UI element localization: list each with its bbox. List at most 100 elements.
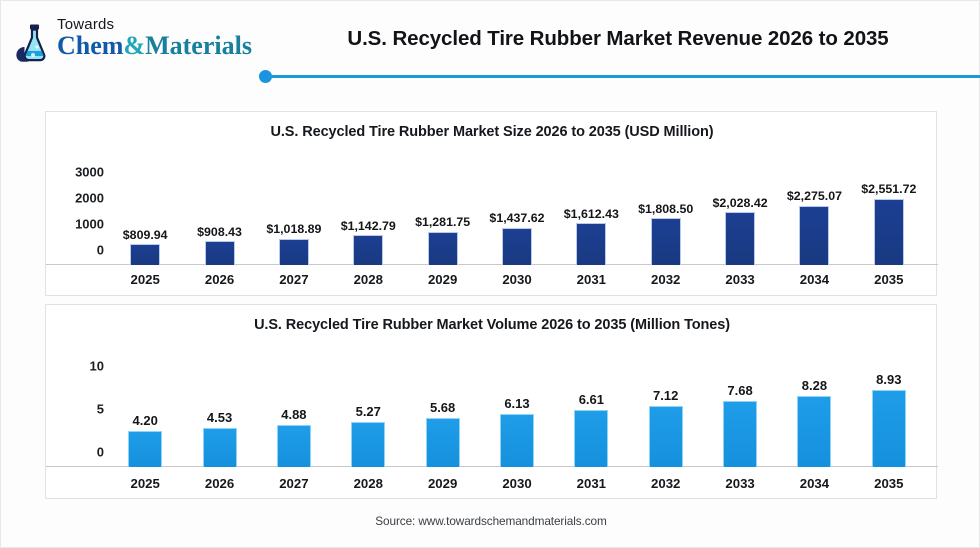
bar-value-label: 4.88 <box>281 407 307 423</box>
plot-area-volume: 0 5 10 4.20 2025 4.53 2026 4.88 2027 5.27 2028 5.6… <box>46 343 938 498</box>
bar-group[interactable]: 8.93 <box>852 343 926 498</box>
x-axis-line-volume <box>46 465 938 467</box>
chart-title-revenue: U.S. Recycled Tire Rubber Market Size 20… <box>270 124 714 140</box>
x-tick-label: 2029 <box>427 476 458 491</box>
x-tick-label: 2025 <box>130 272 160 287</box>
x-tick-label: 2034 <box>799 272 830 287</box>
bar-group[interactable]: $2,551.72 <box>852 148 926 293</box>
bar-value-label: 5.27 <box>355 403 381 419</box>
bar[interactable] <box>130 243 161 265</box>
bar-value-label: $1,437.62 <box>489 211 545 226</box>
y-tick-label: 5 <box>96 401 104 417</box>
x-tick-label: 2033 <box>725 272 755 287</box>
bar-group[interactable]: $1,612.43 <box>554 148 628 293</box>
bar[interactable] <box>499 414 534 467</box>
x-tick-label: 2031 <box>576 476 607 491</box>
bar[interactable] <box>501 227 532 265</box>
x-tick-label: 2035 <box>874 272 904 287</box>
bar-group[interactable]: $1,142.79 <box>331 148 405 293</box>
bar-group[interactable]: $809.94 <box>108 148 182 293</box>
bar[interactable] <box>576 223 607 265</box>
bar-value-label: 6.13 <box>504 396 530 412</box>
bar[interactable] <box>276 425 311 467</box>
bar[interactable] <box>799 205 830 265</box>
x-tick-label: 2035 <box>874 476 904 491</box>
y-tick-label: 3000 <box>75 164 104 180</box>
bar-value-label: 4.53 <box>206 410 233 426</box>
bar-value-label: 7.68 <box>727 382 753 398</box>
bar-group[interactable]: 6.61 <box>554 343 628 498</box>
bar-value-label: $1,018.89 <box>266 222 322 237</box>
bar[interactable] <box>351 421 386 467</box>
bar-group[interactable]: $2,275.07 <box>777 148 851 293</box>
bar[interactable] <box>797 395 832 467</box>
bar-value-label: 7.12 <box>653 387 679 403</box>
source-note: Source: www.towardschemandmaterials.com <box>375 514 607 528</box>
bar[interactable] <box>128 430 163 467</box>
bar[interactable] <box>353 235 384 265</box>
bar-value-label: 4.20 <box>132 412 158 428</box>
bar-value-label: 6.61 <box>578 392 604 408</box>
bar-group[interactable]: $1,018.89 <box>257 148 331 293</box>
bar[interactable] <box>873 198 904 265</box>
bar[interactable] <box>278 238 309 265</box>
bar[interactable] <box>425 418 460 467</box>
bar-value-label: $1,808.50 <box>638 201 694 216</box>
bar[interactable] <box>871 390 906 467</box>
bar-value-label: $2,028.42 <box>712 195 768 210</box>
bar-group[interactable]: 7.68 <box>703 343 777 498</box>
x-tick-label: 2025 <box>130 476 160 491</box>
bar[interactable] <box>427 231 458 265</box>
bar[interactable] <box>648 405 683 467</box>
bar-value-label: $809.94 <box>122 227 168 242</box>
bar-group[interactable]: 4.53 <box>182 343 256 498</box>
logo-brand-chem: Chem <box>57 31 124 60</box>
x-tick-label: 2032 <box>651 476 681 491</box>
x-tick-label: 2033 <box>725 476 755 491</box>
accent-dot-icon <box>259 70 272 83</box>
bar-group[interactable]: 4.88 <box>257 343 331 498</box>
x-tick-label: 2026 <box>204 476 235 491</box>
bar[interactable] <box>574 410 609 467</box>
bar-group[interactable]: 5.68 <box>405 343 479 498</box>
bar-value-label: $2,275.07 <box>786 189 842 204</box>
x-tick-label: 2026 <box>204 272 235 287</box>
bar-group[interactable]: $2,028.42 <box>703 148 777 293</box>
logo-brand-text: Chem&Materials <box>57 33 252 59</box>
bar[interactable] <box>650 217 681 265</box>
chart-panel-revenue: U.S. Recycled Tire Rubber Market Size 20… <box>45 111 938 296</box>
page-title: U.S. Recycled Tire Rubber Market Revenue… <box>347 27 889 50</box>
bar-group[interactable]: 5.27 <box>331 343 405 498</box>
flask-icon <box>13 23 53 69</box>
bar-value-label: $1,612.43 <box>563 206 619 221</box>
bar[interactable] <box>202 428 237 467</box>
bar-group[interactable]: 4.20 <box>108 343 182 498</box>
y-axis-revenue: 0 1000 2000 3000 <box>52 148 104 293</box>
y-tick-label: 2000 <box>75 190 104 206</box>
logo-brand-materials: Materials <box>145 31 252 60</box>
y-tick-label: 1000 <box>75 216 104 232</box>
x-tick-label: 2029 <box>427 272 458 287</box>
bar-group[interactable]: $908.43 <box>182 148 256 293</box>
chart-title-volume: U.S. Recycled Tire Rubber Market Volume … <box>254 317 730 333</box>
accent-line <box>267 75 980 78</box>
bar[interactable] <box>725 212 756 265</box>
x-tick-label: 2028 <box>353 476 383 491</box>
bars-container-revenue: $809.94 2025 $908.43 2026 $1,018.89 2027 $1,14… <box>108 148 926 293</box>
bar[interactable] <box>723 400 758 467</box>
bar-group[interactable]: $1,281.75 <box>405 148 479 293</box>
bar-value-label: $1,142.79 <box>340 218 396 233</box>
y-axis-volume: 0 5 10 <box>52 343 104 498</box>
bar-group[interactable]: 8.28 <box>777 343 851 498</box>
bar-group[interactable]: $1,437.62 <box>480 148 554 293</box>
bar-group[interactable]: $1,808.50 <box>629 148 703 293</box>
bar-value-label: $2,551.72 <box>861 182 917 197</box>
x-tick-label: 2027 <box>279 272 309 287</box>
brand-logo: Towards Chem&Materials <box>13 17 252 63</box>
bar-group[interactable]: 7.12 <box>629 343 703 498</box>
plot-area-revenue: 0 1000 2000 3000 $809.94 2025 $908.43 2026 $1,0… <box>46 148 938 293</box>
bar-group[interactable]: 6.13 <box>480 343 554 498</box>
chart-panel-volume: U.S. Recycled Tire Rubber Market Volume … <box>45 304 938 499</box>
bar[interactable] <box>204 241 235 265</box>
